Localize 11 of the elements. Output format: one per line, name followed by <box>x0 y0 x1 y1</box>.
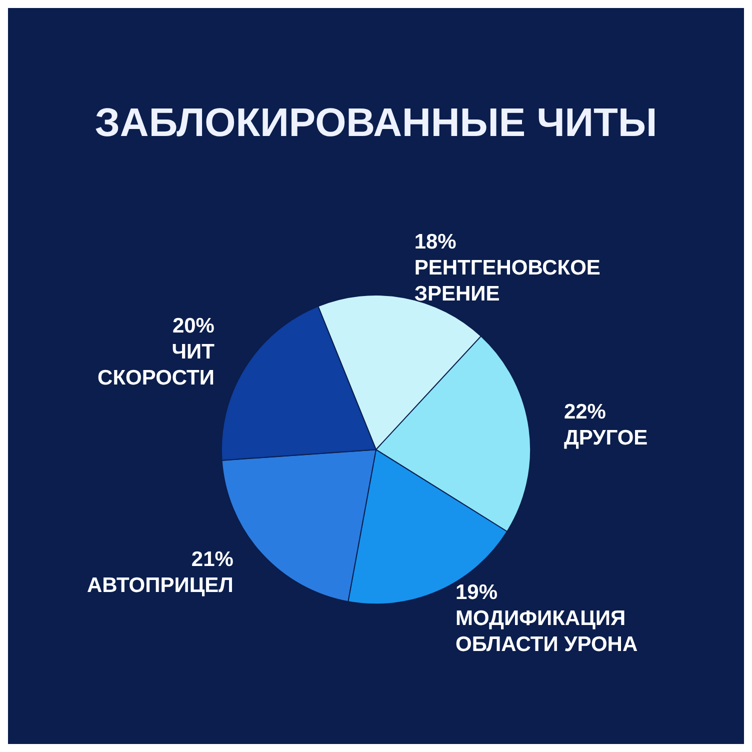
data-label: 18% <box>414 230 457 254</box>
slice-label: ДРУГОЕ <box>564 426 648 450</box>
data-label: 21% <box>191 548 234 572</box>
slice-label: АВТОПРИЦЕЛ <box>86 574 234 598</box>
data-label: 19% <box>455 580 498 604</box>
data-label: 22% <box>564 400 606 424</box>
slice-label: ЧИТ СКОРОСТИ <box>98 340 215 390</box>
slice-label: РЕНТГЕНОВСКОЕ ЗРЕНИЕ <box>414 256 600 306</box>
data-label: 20% <box>172 314 215 338</box>
slice-label: МОДИФИКАЦИЯ ОБЛАСТИ УРОНА <box>455 606 638 656</box>
chart-title: ЗАБЛОКИРОВАННЫЕ ЧИТЫ <box>94 101 658 145</box>
